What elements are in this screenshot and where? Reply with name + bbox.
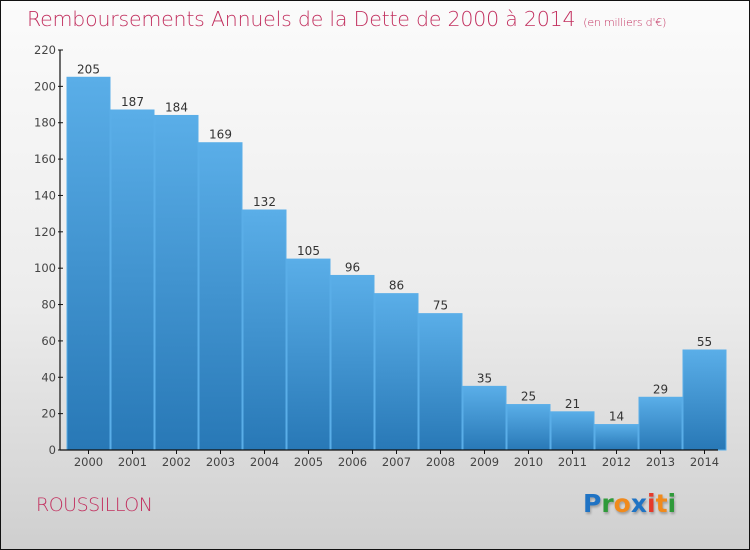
value-label-2007: 86 <box>389 279 404 293</box>
logo-letter: o <box>613 489 631 518</box>
axes-group: 2000 2001 2002 2003 2004 2005 2006 2007 2008 2009… <box>34 43 719 469</box>
y-tick-label-160: 160 <box>34 152 56 166</box>
proxiti-logo[interactable]: Proxiti <box>583 489 676 518</box>
value-label-2012: 14 <box>609 410 624 424</box>
x-tick-label-2001: 2001 <box>118 455 147 469</box>
y-tick-label-220: 220 <box>34 43 56 57</box>
value-label-2014: 55 <box>697 335 712 349</box>
bar-2011 <box>550 411 595 451</box>
value-label-2000: 205 <box>77 62 100 76</box>
value-label-2013: 29 <box>653 382 668 396</box>
x-tick-label-2009: 2009 <box>470 455 499 469</box>
logo-letter: r <box>601 489 614 518</box>
place-name: ROUSSILLON <box>36 494 153 516</box>
x-tick-label-2006: 2006 <box>338 455 367 469</box>
bar-2007 <box>374 293 419 451</box>
y-tick-label-100: 100 <box>34 261 56 275</box>
chart-title-text: Remboursements Annuels de la Dette de 20… <box>27 7 576 31</box>
value-label-2001: 187 <box>121 95 144 109</box>
x-tick-label-2003: 2003 <box>206 455 235 469</box>
bar-2006 <box>330 274 375 451</box>
value-label-2003: 169 <box>209 128 232 142</box>
y-tick-label-200: 200 <box>34 79 56 93</box>
x-tick-label-2002: 2002 <box>162 455 191 469</box>
bar-2004 <box>242 209 287 451</box>
logo-letter: P <box>583 489 602 518</box>
logo-letter: x <box>630 489 647 518</box>
logo-letter: t <box>655 489 668 518</box>
y-tick-label-20: 20 <box>41 407 56 421</box>
chart-subtitle: (en milliers d'€) <box>583 16 667 29</box>
logo-letter: i <box>667 489 677 518</box>
y-tick-label-180: 180 <box>34 116 56 130</box>
bar-2000 <box>66 76 111 451</box>
bar-2008 <box>418 313 463 451</box>
value-label-2006: 96 <box>345 260 360 274</box>
x-tick-label-2014: 2014 <box>690 455 719 469</box>
x-tick-label-2005: 2005 <box>294 455 323 469</box>
y-tick-label-0: 0 <box>49 443 56 457</box>
y-tick-label-40: 40 <box>41 370 56 384</box>
x-tick-label-2012: 2012 <box>602 455 631 469</box>
value-label-2005: 105 <box>297 244 320 258</box>
bars-group: 205 187 184 169 132 105 96 86 75 35 25 21 14 29 55 <box>66 62 727 451</box>
x-tick-label-2011: 2011 <box>558 455 587 469</box>
bar-2001 <box>110 109 155 451</box>
bar-2010 <box>506 404 551 451</box>
y-tick-label-120: 120 <box>34 225 56 239</box>
y-tick-label-80: 80 <box>41 298 56 312</box>
value-label-2002: 184 <box>165 100 188 114</box>
value-label-2010: 25 <box>521 390 536 404</box>
bar-2003 <box>198 142 243 451</box>
x-tick-label-2007: 2007 <box>382 455 411 469</box>
value-label-2009: 35 <box>477 371 492 385</box>
x-tick-label-2008: 2008 <box>426 455 455 469</box>
bar-2012 <box>594 424 639 451</box>
bar-2009 <box>462 385 507 451</box>
value-label-2011: 21 <box>565 397 580 411</box>
x-tick-label-2013: 2013 <box>646 455 675 469</box>
bar-2002 <box>154 114 199 451</box>
x-tick-label-2010: 2010 <box>514 455 543 469</box>
bar-2014 <box>682 349 727 451</box>
bar-2005 <box>286 258 331 451</box>
y-tick-label-60: 60 <box>41 334 56 348</box>
x-tick-label-2004: 2004 <box>250 455 279 469</box>
bar-2013 <box>638 396 683 451</box>
x-tick-label-2000: 2000 <box>74 455 103 469</box>
value-label-2004: 132 <box>253 195 276 209</box>
chart-title: Remboursements Annuels de la Dette de 20… <box>27 7 666 31</box>
value-label-2008: 75 <box>433 299 448 313</box>
y-tick-label-140: 140 <box>34 188 56 202</box>
logo-letter: i <box>647 489 656 518</box>
